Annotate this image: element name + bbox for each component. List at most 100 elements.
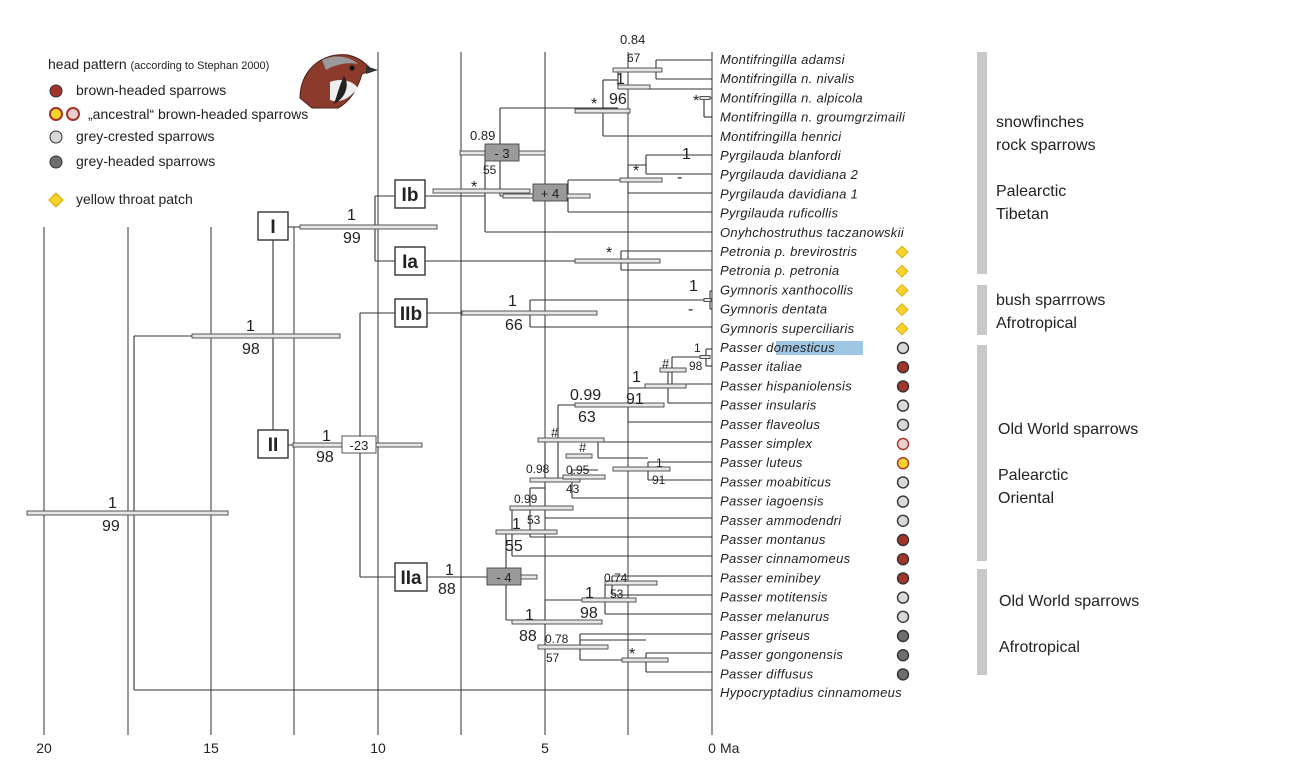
age-interval-bar	[511, 619, 603, 625]
head-pattern-dot-icon	[896, 341, 910, 355]
legend-title-note: (according to Stephan 2000)	[130, 60, 270, 72]
shift-box-label: -23	[350, 438, 369, 453]
node-support-label: 1	[632, 369, 641, 386]
group-label: Oriental	[998, 490, 1054, 507]
node-support-label: 1	[512, 516, 521, 533]
taxon-label: Passer montanus	[720, 532, 826, 547]
head-pattern-dot-icon	[896, 533, 910, 547]
age-interval-bar	[699, 96, 711, 100]
legend-item-brown: brown-headed sparrows	[76, 82, 227, 98]
axis-tick-label: 20	[36, 740, 52, 756]
node-support-label: 1	[246, 318, 255, 335]
head-pattern-dot-icon	[896, 418, 910, 431]
taxon-label: Petronia p. petronia	[720, 263, 839, 278]
highlighted-text: domesticus	[766, 340, 835, 355]
node-support-label: 1	[682, 146, 691, 163]
group-label: bush sparrrows	[996, 292, 1105, 309]
group-label: rock sparrows	[996, 137, 1096, 154]
node-support-label: 43	[566, 482, 580, 496]
clade-box	[394, 298, 428, 328]
age-interval-bar	[644, 383, 687, 389]
taxon-label: Passer cinnamomeus	[720, 551, 851, 566]
node-support-label: 66	[505, 317, 523, 334]
age-interval-bar	[509, 505, 574, 511]
node-support-label: *	[633, 163, 639, 180]
node-support-label: 67	[627, 51, 641, 65]
age-interval-bar	[565, 453, 593, 459]
head-pattern-dot-icon	[896, 457, 910, 470]
node-support-label: 99	[343, 230, 361, 247]
node-support-label: 1	[694, 341, 701, 355]
age-interval-bar	[699, 355, 711, 359]
node-support-label: 1	[347, 207, 356, 224]
taxon-label: Passer melanurus	[720, 609, 830, 624]
light-grey-dot-icon	[49, 130, 63, 144]
node-support-label: 99	[102, 518, 120, 535]
age-interval-bar	[617, 84, 651, 90]
shift-box-label: - 4	[496, 570, 511, 585]
node-support-label: 57	[546, 651, 560, 665]
clade-box	[394, 179, 426, 209]
legend-item-grey-headed: grey-headed sparrows	[76, 153, 216, 169]
taxon-label: Passer griseus	[720, 628, 810, 643]
node-support-label: 88	[438, 581, 456, 598]
age-interval-bar	[495, 529, 558, 535]
shift-box	[484, 143, 520, 162]
node-support-label: 55	[483, 163, 497, 177]
head-pattern-dot-icon	[896, 629, 910, 643]
group-bar-bush-sparrows	[977, 285, 987, 335]
legend-title: head pattern	[48, 56, 127, 72]
age-interval-bar	[562, 474, 606, 480]
node-support-label: 0.95	[566, 463, 590, 477]
axis-tick-label: 5	[541, 740, 549, 756]
node-support-label: 0.89	[470, 128, 495, 143]
group-bar-afrotropical-sparrows	[977, 569, 987, 675]
age-interval-bar	[604, 580, 658, 586]
taxon-label: Passer gongonensis	[720, 647, 843, 662]
node-support-label: 1	[689, 278, 698, 295]
group-label: Palearctic	[996, 183, 1066, 200]
taxon-label: Passer simplex	[720, 436, 813, 451]
group-bar-snowfinches	[977, 52, 987, 274]
clade-label: Ib	[402, 185, 419, 206]
node-support-label: 96	[609, 91, 627, 108]
node-support-label: 0.84	[620, 32, 645, 47]
group-label: Afrotropical	[999, 639, 1080, 656]
taxon-label: Gymnoris dentata	[720, 302, 827, 317]
taxon-label: Gymnoris superciliaris	[720, 321, 855, 336]
node-support-label: *	[591, 96, 597, 113]
head-pattern-dot-icon	[896, 553, 910, 566]
yellow-diamond-icon	[895, 322, 909, 336]
taxon-label: Passer italiae	[720, 359, 802, 374]
head-pattern-dot-icon	[896, 591, 910, 604]
node-support-label: 1	[585, 585, 594, 602]
node-support-label: 98	[689, 359, 703, 373]
clade-box	[394, 246, 426, 276]
group-label: Old World sparrows	[998, 421, 1138, 438]
age-interval-bar	[659, 367, 687, 373]
head-pattern-dot-icon	[896, 399, 910, 412]
head-pattern-dot-icon	[896, 514, 910, 527]
head-pattern-dot-icon	[896, 572, 910, 585]
node-support-label: 0.99	[570, 387, 601, 404]
group-label: Afrotropical	[996, 315, 1077, 332]
clade-box	[257, 211, 289, 241]
shift-box-label: + 4	[541, 186, 559, 201]
yellow-diamond-icon	[48, 192, 64, 208]
axis-tick-label: 0	[708, 740, 716, 756]
age-interval-bar	[26, 510, 229, 516]
node-support-label: 1	[508, 293, 517, 310]
node-support-label: -	[677, 169, 682, 186]
taxon-label: Pyrgilauda ruficollis	[720, 206, 838, 221]
age-interval-bar	[537, 437, 605, 443]
clade-label: Ia	[402, 252, 418, 273]
taxon-label: Passer domesticus	[720, 340, 835, 355]
node-support-label: 98	[242, 341, 260, 358]
ancestral-dots-icon	[66, 107, 80, 121]
node-support-label: 0.78	[545, 632, 569, 646]
shift-box	[486, 567, 522, 586]
axis-tick-label: 10	[370, 740, 386, 756]
node-support-label: *	[606, 245, 612, 262]
node-support-label: -	[688, 301, 693, 318]
node-support-label: 55	[505, 538, 523, 555]
